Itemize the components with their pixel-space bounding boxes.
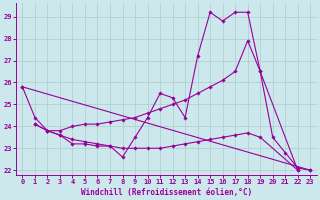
X-axis label: Windchill (Refroidissement éolien,°C): Windchill (Refroidissement éolien,°C) xyxy=(81,188,252,197)
